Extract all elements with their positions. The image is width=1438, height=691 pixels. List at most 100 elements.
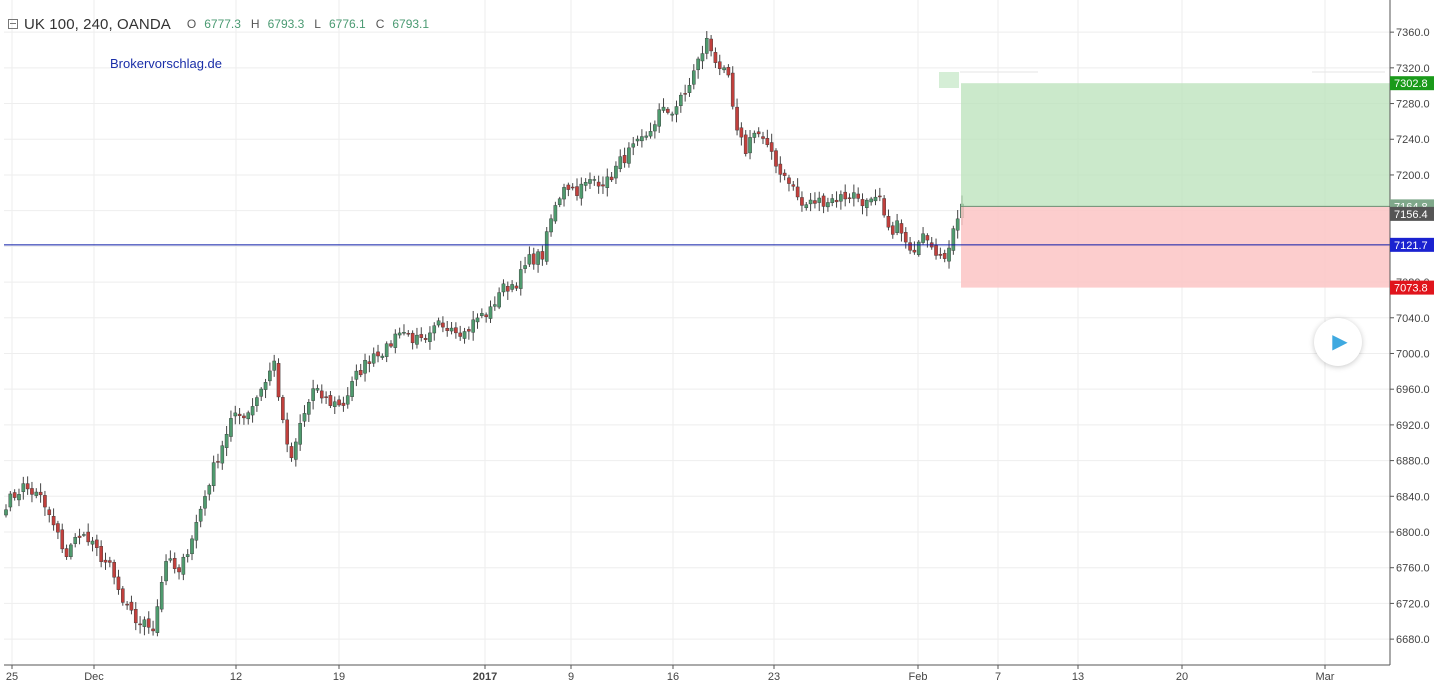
candle [38, 483, 43, 503]
high-label: H [250, 17, 260, 31]
candle [34, 488, 39, 499]
candle [172, 552, 177, 574]
candle-body-down [903, 232, 908, 243]
candle-body-down [813, 200, 817, 204]
candle-body-up [631, 143, 636, 148]
candle [769, 133, 774, 160]
candle [847, 193, 852, 204]
candle-body-down [337, 399, 341, 406]
candle-body-down [423, 338, 428, 340]
candle [302, 405, 307, 427]
candle-body-down [120, 588, 125, 603]
candle-body-up [402, 332, 406, 334]
candle-body-up [246, 412, 251, 420]
candle [605, 168, 610, 197]
candle-body-down [86, 531, 90, 543]
x-tick-label: 23 [768, 671, 780, 683]
candle [531, 247, 536, 270]
candle [211, 455, 216, 492]
candle-body-down [514, 285, 519, 289]
candle [298, 414, 302, 451]
candle [618, 149, 623, 173]
close-value: 6793.1 [392, 17, 430, 31]
candle-body-down [912, 249, 917, 253]
candle [116, 569, 121, 595]
candle-body-down [172, 557, 177, 569]
candle-body-down [95, 539, 99, 548]
candle-body-down [938, 253, 943, 256]
candle-body-up [916, 241, 921, 256]
candle [4, 504, 8, 518]
candle [345, 387, 350, 409]
candle [856, 187, 860, 203]
candle [912, 241, 917, 255]
candle-body-up [497, 292, 501, 308]
candle-body-down [821, 195, 826, 207]
candle [679, 92, 683, 113]
candle [821, 193, 826, 214]
candle [376, 344, 380, 363]
candle-body-down [467, 329, 471, 332]
candle-body-down [890, 225, 895, 235]
candle [229, 410, 233, 442]
candle-body-up [661, 106, 666, 111]
low-value: 6776.1 [328, 17, 366, 31]
candle [86, 523, 90, 546]
candle-body-down [505, 286, 510, 292]
x-tick-label: Dec [84, 671, 104, 683]
candle [354, 364, 359, 387]
candle-body-up [640, 136, 644, 142]
candle [908, 236, 912, 255]
candle-body-up [255, 397, 259, 406]
collapse-legend-icon[interactable] [8, 19, 18, 29]
x-tick-label: 19 [333, 671, 345, 683]
candle-body-down [319, 390, 324, 399]
candle-body-down [103, 559, 108, 563]
candle-body-up [311, 388, 315, 401]
candle-body-up [168, 558, 173, 561]
candle [748, 130, 752, 160]
y-tick-label: 6720.0 [1396, 598, 1430, 610]
candle [307, 399, 311, 422]
candle-body-up [583, 182, 588, 186]
x-tick-label: 20 [1176, 671, 1188, 683]
candle [562, 183, 566, 207]
open-value: 6777.3 [204, 17, 241, 31]
price-tag-label: 7073.8 [1394, 283, 1428, 295]
candle-body-up [865, 199, 869, 208]
candle [540, 245, 545, 266]
candle [332, 396, 337, 414]
candle [778, 156, 783, 183]
candle-body-down [575, 186, 579, 196]
candle-body-down [782, 172, 787, 176]
candle-body-down [242, 415, 246, 419]
candle-body-down [116, 576, 121, 590]
replay-play-button[interactable]: ▶ [1314, 318, 1362, 366]
candle-body-up [294, 441, 298, 460]
candle [64, 544, 69, 560]
candle [644, 131, 649, 141]
candle-body-up [302, 413, 307, 422]
candle-body-up [159, 582, 164, 610]
candle [406, 330, 411, 337]
candle [142, 616, 147, 636]
candle [255, 395, 259, 412]
candle-body-up [354, 370, 359, 380]
price-tag: 7156.4 [1390, 206, 1434, 221]
candle [609, 172, 614, 182]
candle-body-down [177, 567, 181, 573]
symbol-title[interactable]: UK 100, 240, OANDA [24, 15, 171, 33]
candle-body-down [713, 52, 718, 63]
candle-body-up [696, 58, 700, 71]
candle [514, 282, 519, 292]
candle [635, 135, 640, 146]
candle-body-up [380, 355, 385, 358]
candle-body-down [25, 483, 30, 490]
price-tag-box [1390, 237, 1434, 252]
price-tag: 7302.8 [1390, 76, 1434, 91]
candle-body-down [60, 529, 65, 550]
candle [77, 528, 82, 545]
candle [237, 407, 242, 425]
candle-body-up [873, 196, 878, 202]
